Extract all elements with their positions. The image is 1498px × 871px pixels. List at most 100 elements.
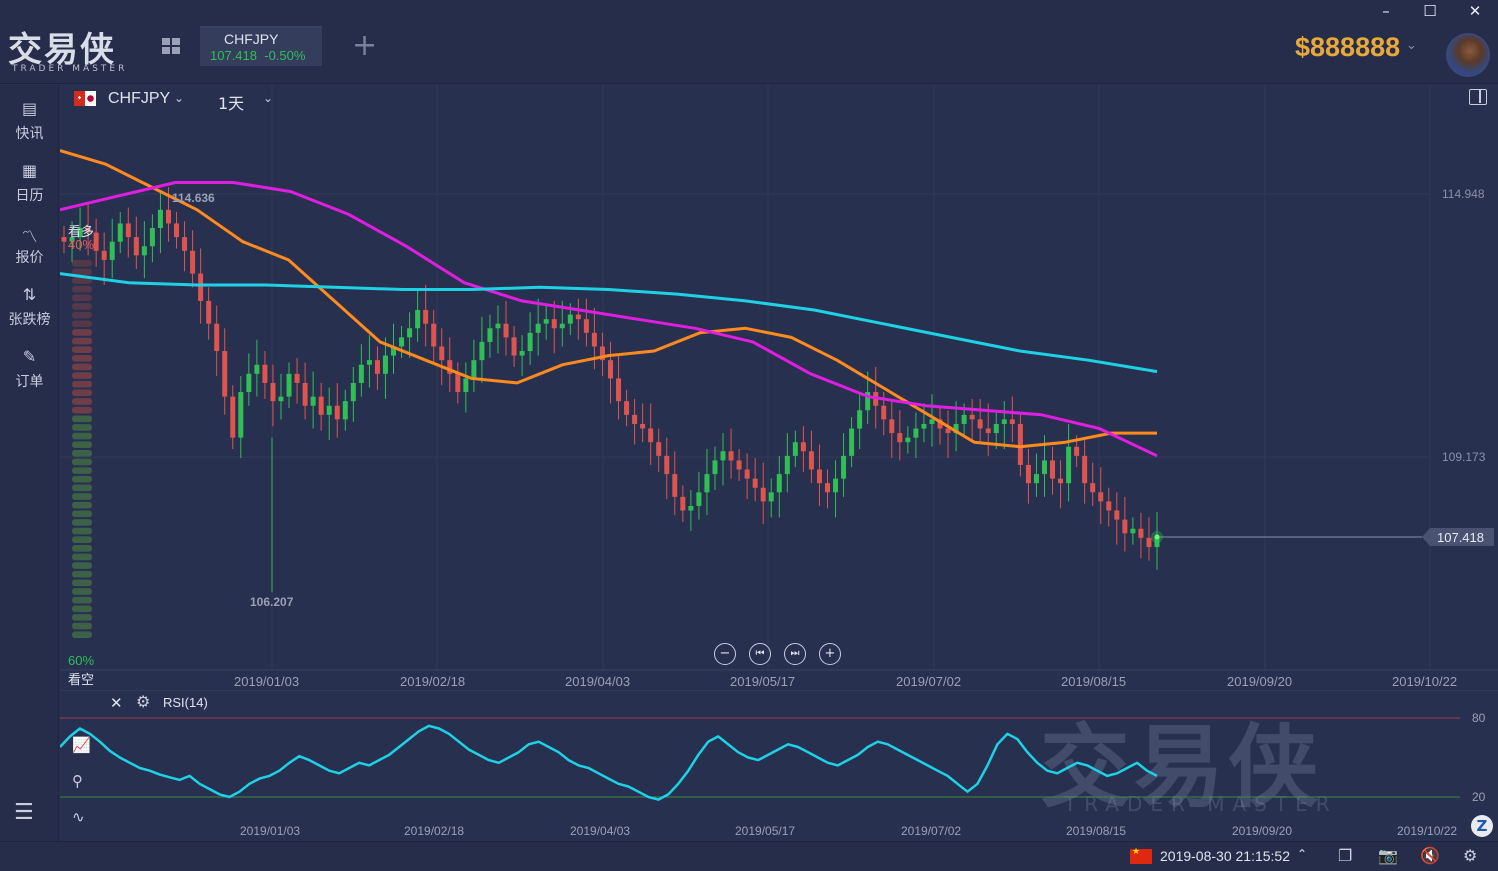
chevron-down-icon[interactable]: ⌄	[174, 91, 185, 105]
bear-percent: 60%	[68, 653, 95, 668]
candle-body	[969, 414, 975, 420]
candle-body	[1025, 464, 1031, 484]
maximize-button[interactable]: ☐	[1423, 2, 1437, 20]
candle-body	[302, 382, 308, 406]
candle-body	[792, 442, 798, 456]
grid-icon[interactable]	[162, 38, 182, 56]
sidebar-item-ranking[interactable]: ⇅ 张跌榜	[0, 275, 59, 331]
app-logo: 交易侠 TRADER MASTER	[8, 22, 133, 78]
waveform-icon[interactable]: ∿	[72, 808, 85, 826]
panel-toggle-icon[interactable]	[1469, 89, 1487, 105]
period-selector[interactable]: 1天	[218, 94, 245, 113]
candle-body	[463, 378, 469, 393]
menu-icon[interactable]: ☰	[14, 800, 34, 825]
mute-icon[interactable]: 🔇	[1420, 846, 1440, 865]
add-tab-button[interactable]: +	[352, 28, 378, 63]
candle-body	[993, 423, 999, 434]
close-icon[interactable]: ✕	[110, 694, 123, 712]
zoom-out-button[interactable]: −	[714, 643, 736, 665]
candle-body	[937, 419, 943, 429]
close-button[interactable]: ✕	[1468, 2, 1482, 20]
minimize-button[interactable]: –	[1382, 2, 1390, 20]
bull-percent: 40%	[68, 237, 95, 252]
sentiment-pill	[72, 260, 92, 267]
candle-body	[672, 474, 678, 497]
candle-body	[905, 437, 911, 443]
candle-body	[198, 273, 204, 301]
candle-body	[808, 451, 814, 470]
zoom-in-button[interactable]: +	[819, 643, 841, 665]
candle-body	[977, 419, 983, 429]
symbol-tab[interactable]: CHFJPY 107.418 -0.50%	[200, 26, 322, 66]
candle-body	[1146, 537, 1152, 547]
candle-body	[583, 319, 589, 333]
candle-body	[503, 323, 509, 338]
candle-body	[889, 419, 895, 434]
rsi-level-label: 20	[1472, 790, 1486, 804]
candle-body	[648, 428, 654, 443]
x-tick-label: 2019/04/03	[565, 674, 631, 689]
chevron-down-icon[interactable]: ⌄	[263, 91, 274, 105]
drawing-icon[interactable]: ⚲	[72, 772, 83, 790]
rsi-x-tick: 2019/01/03	[240, 824, 301, 838]
jump-start-button[interactable]: ⏮	[749, 643, 771, 665]
rsi-x-tick: 2019/04/03	[570, 824, 631, 838]
account-balance[interactable]: $888888	[1295, 32, 1401, 62]
sentiment-pill	[72, 527, 92, 535]
sentiment-pill	[72, 294, 92, 302]
candle-body	[230, 396, 236, 438]
price-tag	[1422, 528, 1494, 547]
candle-body	[391, 346, 397, 356]
window-icon[interactable]: ❐	[1338, 846, 1353, 865]
jump-end-button[interactable]: ⏭	[784, 643, 806, 665]
candle-body	[294, 373, 300, 383]
settings-icon[interactable]: ⚙	[1463, 846, 1478, 865]
moving-average-line	[60, 181, 1158, 458]
candle-body	[1041, 460, 1047, 475]
sentiment-pill	[72, 277, 92, 284]
sentiment-pill	[72, 337, 92, 345]
sidebar-item-orders[interactable]: ✎ 订单	[0, 337, 59, 393]
candle-body	[407, 328, 413, 338]
candle-body	[479, 341, 485, 361]
indicator-icon[interactable]: 📈	[72, 736, 91, 754]
sentiment-pill	[72, 303, 92, 310]
candlestick-chart[interactable]: 114.948 109.173 114.636 106.207 107.418	[60, 85, 1498, 690]
sidebar-item-label: 订单	[15, 374, 44, 390]
current-price-dot	[1154, 534, 1160, 540]
news-icon: ▤	[21, 99, 38, 118]
sidebar-item-label: 日历	[15, 188, 44, 204]
candle-body	[382, 355, 388, 374]
sidebar: ▤ 快讯 ▦ 日历 〽 报价 ⇅ 张跌榜 ✎ 订单 ☰	[0, 85, 59, 841]
candle-body	[174, 223, 180, 238]
sentiment-pill	[72, 475, 92, 483]
candle-body	[624, 401, 630, 415]
candle-body	[720, 451, 726, 461]
camera-icon[interactable]: 📷	[1378, 846, 1398, 865]
candle-body	[495, 323, 501, 329]
chevron-down-icon[interactable]: ⌄	[1406, 38, 1417, 53]
candle-body	[1138, 528, 1144, 538]
sidebar-item-news[interactable]: ▤ 快讯	[0, 89, 59, 145]
candle-body	[897, 433, 903, 443]
sidebar-item-calendar[interactable]: ▦ 日历	[0, 151, 59, 207]
sidebar-item-quotes[interactable]: 〽 报价	[0, 213, 59, 269]
candle-body	[664, 455, 670, 475]
chevron-up-icon[interactable]: ⌃	[1297, 847, 1308, 861]
candle-body	[246, 373, 252, 393]
low-label: 106.207	[250, 595, 294, 609]
rsi-chart[interactable]: 80 20	[60, 690, 1498, 840]
help-icon[interactable]: Z	[1471, 815, 1493, 837]
gear-icon[interactable]: ⚙	[136, 692, 151, 711]
candle-body	[1066, 446, 1072, 484]
ranking-icon: ⇅	[22, 285, 37, 304]
candle-body	[286, 373, 292, 397]
candle-body	[447, 360, 453, 374]
candle-body	[342, 401, 348, 420]
avatar[interactable]	[1446, 33, 1490, 77]
sentiment-pill	[72, 570, 92, 578]
candle-body	[929, 419, 935, 424]
candle-body	[310, 396, 316, 406]
candle-body	[238, 392, 244, 438]
symbol-selector[interactable]: CHFJPY	[108, 90, 171, 107]
